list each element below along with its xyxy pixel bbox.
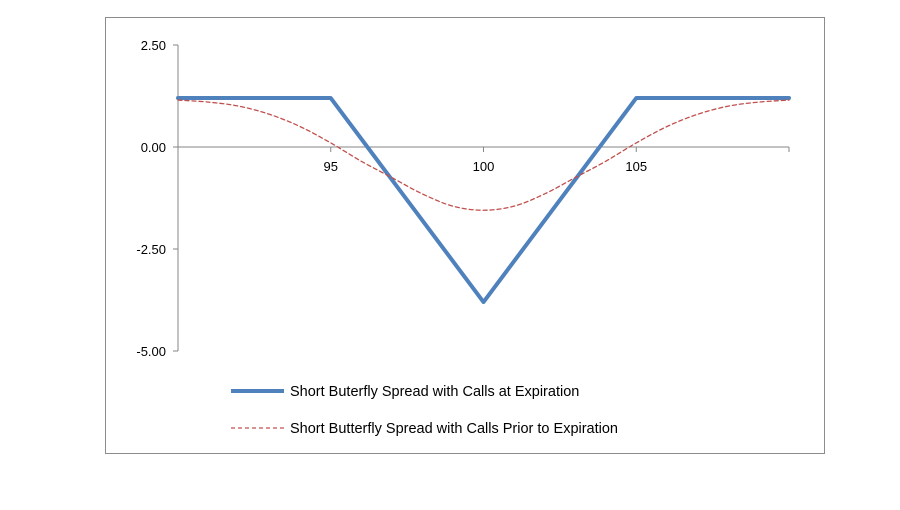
chart-area: 2.50 0.00 -2.50 -5.00 95 100 105 Short Buterf… <box>105 17 825 454</box>
y-tick-label: -2.50 <box>136 242 166 257</box>
y-axis-ticks: 2.50 0.00 -2.50 -5.00 <box>136 38 178 359</box>
x-tick-label: 100 <box>473 159 495 174</box>
legend-label: Short Butterfly Spread with Calls Prior … <box>290 421 618 437</box>
series-layer <box>176 96 791 305</box>
x-tick-label: 95 <box>324 159 338 174</box>
series-line-prior-to-expiration <box>177 99 790 211</box>
y-tick-label: -5.00 <box>136 344 166 359</box>
y-tick-label: 2.50 <box>141 38 166 53</box>
legend: Short Buterfly Spread with Calls at Expi… <box>231 384 618 437</box>
x-axis-ticks: 95 100 105 <box>177 147 790 174</box>
axes <box>177 45 789 351</box>
y-tick-label: 0.00 <box>141 140 166 155</box>
x-tick-label: 105 <box>625 159 647 174</box>
series-line-at-expiration <box>176 96 791 305</box>
line-chart: 2.50 0.00 -2.50 -5.00 95 100 105 Short Buterf… <box>136 38 791 437</box>
legend-label: Short Buterfly Spread with Calls at Expi… <box>290 384 579 400</box>
